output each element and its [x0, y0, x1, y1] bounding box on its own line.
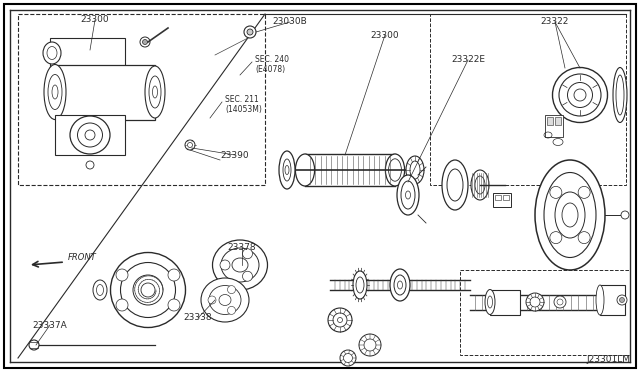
Ellipse shape — [51, 39, 79, 61]
Ellipse shape — [550, 232, 562, 244]
Circle shape — [208, 296, 216, 304]
Ellipse shape — [578, 186, 590, 198]
Ellipse shape — [550, 186, 562, 198]
Bar — [600, 285, 625, 315]
Circle shape — [86, 161, 94, 169]
Circle shape — [29, 340, 39, 350]
Ellipse shape — [596, 285, 604, 315]
Ellipse shape — [145, 66, 165, 118]
Text: 23300: 23300 — [371, 31, 399, 39]
Text: 23322: 23322 — [541, 17, 569, 26]
Ellipse shape — [442, 160, 468, 210]
Text: J23301LM: J23301LM — [586, 355, 630, 364]
Ellipse shape — [578, 232, 590, 244]
Circle shape — [143, 39, 147, 45]
Ellipse shape — [44, 64, 66, 119]
Ellipse shape — [552, 67, 607, 122]
Ellipse shape — [279, 151, 295, 189]
Ellipse shape — [359, 334, 381, 356]
Bar — [495, 195, 501, 200]
Ellipse shape — [168, 299, 180, 311]
Bar — [50, 38, 125, 68]
Circle shape — [243, 249, 253, 259]
Ellipse shape — [385, 154, 404, 186]
Circle shape — [227, 286, 236, 294]
Ellipse shape — [168, 269, 180, 281]
Ellipse shape — [93, 280, 107, 300]
Ellipse shape — [621, 211, 629, 219]
Ellipse shape — [56, 43, 74, 57]
Ellipse shape — [526, 293, 544, 311]
Ellipse shape — [52, 85, 58, 99]
Text: SEC. 240
(E4078): SEC. 240 (E4078) — [255, 55, 289, 74]
Text: 23030B: 23030B — [273, 17, 307, 26]
Ellipse shape — [353, 271, 367, 299]
Text: FRONT: FRONT — [68, 253, 97, 263]
Bar — [545, 115, 563, 137]
Ellipse shape — [47, 46, 57, 60]
Ellipse shape — [613, 67, 627, 122]
Ellipse shape — [201, 278, 249, 322]
Text: 23337A: 23337A — [33, 321, 67, 330]
Ellipse shape — [48, 74, 62, 109]
Ellipse shape — [85, 130, 95, 140]
Text: 23300: 23300 — [81, 16, 109, 25]
Ellipse shape — [390, 269, 410, 301]
Ellipse shape — [554, 296, 566, 308]
Ellipse shape — [406, 156, 424, 184]
Bar — [490, 290, 520, 315]
Text: 23322E: 23322E — [451, 55, 485, 64]
Ellipse shape — [111, 253, 186, 327]
Circle shape — [620, 298, 625, 302]
Text: 23378: 23378 — [228, 244, 256, 253]
Text: 23338: 23338 — [184, 314, 212, 323]
Ellipse shape — [340, 350, 356, 366]
Circle shape — [140, 37, 150, 47]
Ellipse shape — [328, 308, 352, 332]
Ellipse shape — [212, 240, 268, 290]
Bar — [547, 117, 553, 125]
Ellipse shape — [485, 289, 495, 314]
Ellipse shape — [70, 116, 110, 154]
Ellipse shape — [77, 123, 102, 147]
Ellipse shape — [149, 76, 161, 108]
Ellipse shape — [471, 170, 489, 200]
Circle shape — [617, 295, 627, 305]
Text: SEC. 211
(14053M): SEC. 211 (14053M) — [225, 95, 262, 115]
Ellipse shape — [116, 269, 128, 281]
Ellipse shape — [185, 140, 195, 150]
Ellipse shape — [397, 175, 419, 215]
Bar — [460, 270, 630, 355]
Bar — [555, 117, 561, 125]
Ellipse shape — [296, 154, 315, 186]
Circle shape — [244, 26, 256, 38]
Bar — [503, 195, 509, 200]
Text: 23390: 23390 — [221, 151, 250, 160]
Bar — [55, 65, 155, 120]
Circle shape — [247, 29, 253, 35]
Circle shape — [220, 260, 230, 270]
Ellipse shape — [43, 42, 61, 64]
Circle shape — [227, 307, 236, 314]
Ellipse shape — [116, 299, 128, 311]
Bar — [493, 193, 511, 207]
Circle shape — [243, 271, 253, 281]
Ellipse shape — [406, 191, 410, 199]
Ellipse shape — [152, 86, 157, 98]
Bar — [55, 115, 125, 155]
Ellipse shape — [188, 142, 193, 148]
Ellipse shape — [535, 160, 605, 270]
